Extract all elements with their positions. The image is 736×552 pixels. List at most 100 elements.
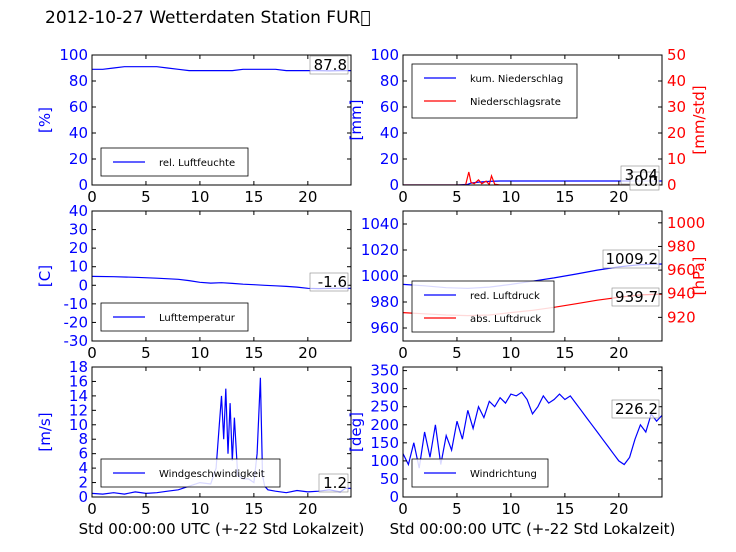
- y-tick-label: 1040: [361, 215, 399, 233]
- y-tick-label: 18: [69, 358, 88, 376]
- x-tick-label: 10: [501, 344, 520, 362]
- value-label-box: [611, 399, 660, 419]
- y-tick-label: 960: [370, 319, 399, 337]
- x-tick-label: 0: [398, 188, 408, 206]
- x-tick-label: 20: [298, 188, 317, 206]
- x-tick-label: 10: [190, 344, 209, 362]
- x-tick-label: 15: [555, 344, 574, 362]
- y-tick-label: 10: [69, 258, 88, 276]
- y2-tick-label: 40: [667, 72, 686, 90]
- y-tick-label: 300: [370, 380, 399, 398]
- x-tick-label: 20: [609, 500, 628, 518]
- value-label: 226.2: [615, 400, 658, 418]
- x-tick-label: 15: [555, 500, 574, 518]
- y2-tick-label: 10: [667, 150, 686, 168]
- y-tick-label: 100: [370, 46, 399, 64]
- y2-tick-label: 940: [667, 285, 696, 303]
- axes-frame: [91, 54, 352, 186]
- y-tick-label: 4: [78, 459, 88, 477]
- y-tick-label: 2: [78, 474, 88, 492]
- legend-label: Niederschlagsrate: [470, 97, 561, 108]
- legend-label: Windrichtung: [470, 469, 537, 480]
- value-label: 939.7: [615, 288, 658, 306]
- legend-label: Windgeschwindigkeit: [159, 469, 265, 480]
- subplot-6: [402, 366, 663, 498]
- subplot-3: [91, 210, 352, 342]
- x-axis-label: Std 00:00:00 UTC (+-22 Std Lokalzeit): [390, 520, 676, 538]
- y-tick-label: 100: [59, 46, 88, 64]
- y-tick-label: 980: [370, 293, 399, 311]
- x-tick-label: 10: [190, 188, 209, 206]
- legend-label: red. Luftdruck: [470, 291, 540, 302]
- y-tick-label: 8: [78, 430, 88, 448]
- series-line-1: [92, 66, 351, 72]
- x-tick-label: 5: [452, 188, 462, 206]
- axes-frame: [91, 210, 352, 342]
- value-label: -1.6: [318, 273, 347, 291]
- y-tick-label: 0: [389, 176, 399, 194]
- y-tick-label: 60: [69, 98, 88, 116]
- series-line-1: [403, 391, 662, 469]
- y-tick-label: 40: [69, 202, 88, 220]
- y2-tick-label: 1000: [667, 214, 705, 232]
- y2-tick-label: 980: [667, 237, 696, 255]
- y-axis-label: [C]: [36, 265, 54, 287]
- x-tick-label: 10: [501, 500, 520, 518]
- y-tick-label: -10: [64, 295, 89, 313]
- y2-tick-label: 30: [667, 98, 686, 116]
- y-tick-label: 20: [69, 239, 88, 257]
- y-tick-label: 60: [380, 98, 399, 116]
- x-tick-label: 10: [190, 500, 209, 518]
- x-tick-label: 5: [452, 344, 462, 362]
- value-label: 1.2: [323, 474, 347, 492]
- legend-label: kum. Niederschlag: [470, 74, 563, 85]
- x-tick-label: 20: [298, 344, 317, 362]
- figure-title: 2012-10-27 Wetterdaten Station FUR : [45, 8, 371, 28]
- y-tick-label: 12: [69, 401, 88, 419]
- y-tick-label: 80: [69, 72, 88, 90]
- y-tick-label: 0: [78, 176, 88, 194]
- y-tick-label: 1000: [361, 267, 399, 285]
- value-label-box: [602, 249, 660, 269]
- x-axis-label: Std 00:00:00 UTC (+-22 Std Lokalzeit): [79, 520, 365, 538]
- y-tick-label: 350: [370, 362, 399, 380]
- y2-axis-label: [mm/std]: [690, 85, 708, 154]
- y-tick-label: 150: [370, 434, 399, 452]
- legend-label: rel. Luftfeuchte: [159, 158, 235, 169]
- legend-box: [411, 280, 555, 333]
- x-tick-label: 0: [87, 500, 97, 518]
- y-tick-label: 100: [370, 452, 399, 470]
- x-tick-label: 5: [452, 500, 462, 518]
- value-label-box: [629, 171, 660, 191]
- value-label-box: [611, 287, 660, 307]
- value-label: 87.8: [314, 56, 347, 74]
- y-tick-label: 80: [380, 72, 399, 90]
- subplot-1: [91, 54, 352, 186]
- legend-label: Lufttemperatur: [159, 313, 236, 324]
- y2-axis-label: [hPa]: [690, 257, 708, 296]
- axes-frame: [402, 54, 663, 186]
- x-tick-label: 20: [298, 500, 317, 518]
- value-label-box: [318, 473, 349, 493]
- y-tick-label: 10: [69, 416, 88, 434]
- legend-label: abs. Luftdruck: [470, 314, 541, 325]
- y-tick-label: 50: [380, 470, 399, 488]
- y2-tick-label: 20: [667, 124, 686, 142]
- subplot-5: [91, 366, 352, 498]
- y-tick-label: 40: [380, 124, 399, 142]
- x-tick-label: 20: [609, 188, 628, 206]
- y2-tick-label: 0: [667, 176, 677, 194]
- y-tick-label: -20: [64, 313, 89, 331]
- x-tick-label: 15: [244, 188, 263, 206]
- x-tick-label: 0: [398, 344, 408, 362]
- y-axis-label: [deg]: [347, 412, 365, 452]
- y-tick-label: -30: [64, 332, 89, 350]
- x-tick-label: 15: [555, 188, 574, 206]
- y-axis-label: [m/s]: [36, 412, 54, 451]
- value-label: 3.04: [625, 166, 658, 184]
- x-tick-label: 20: [609, 344, 628, 362]
- x-tick-label: 15: [244, 344, 263, 362]
- subplot-2: [402, 54, 663, 191]
- x-tick-label: 15: [244, 500, 263, 518]
